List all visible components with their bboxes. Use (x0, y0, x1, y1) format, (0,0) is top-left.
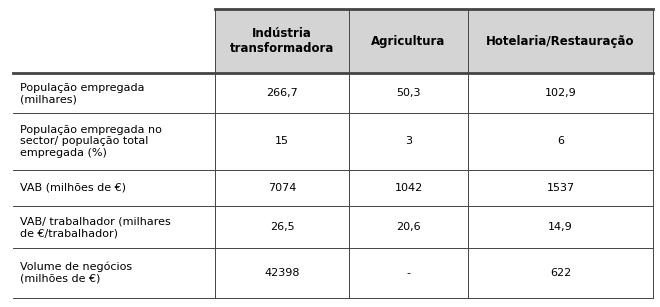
Bar (13, 169, 215, 206)
Text: Hotelaria/Restauração: Hotelaria/Restauração (486, 35, 635, 48)
Bar (349, 206, 468, 248)
Text: 1042: 1042 (395, 183, 422, 193)
Bar (13, 248, 215, 298)
Bar (215, 9, 349, 73)
Text: -: - (407, 268, 411, 278)
Bar (215, 73, 349, 113)
Bar (468, 169, 653, 206)
Bar (215, 169, 349, 206)
Text: 50,3: 50,3 (396, 88, 421, 98)
Text: Agricultura: Agricultura (372, 35, 446, 48)
Text: Indústria
transformadora: Indústria transformadora (230, 27, 334, 55)
Text: 26,5: 26,5 (270, 222, 294, 232)
Bar (349, 9, 468, 73)
Bar (13, 206, 215, 248)
Text: População empregada no
sector/ população total
empregada (%): População empregada no sector/ população… (20, 125, 162, 158)
Text: VAB/ trabalhador (milhares
de €/trabalhador): VAB/ trabalhador (milhares de €/trabalha… (20, 216, 170, 238)
Text: VAB (milhões de €): VAB (milhões de €) (20, 183, 126, 193)
Text: 102,9: 102,9 (544, 88, 576, 98)
Text: 42398: 42398 (265, 268, 300, 278)
Bar (468, 73, 653, 113)
Bar (468, 9, 653, 73)
Bar (349, 169, 468, 206)
Bar (215, 113, 349, 169)
Bar (13, 73, 215, 113)
Text: 15: 15 (275, 137, 289, 146)
Bar (13, 113, 215, 169)
Bar (215, 206, 349, 248)
Bar (13, 9, 215, 73)
Bar (468, 206, 653, 248)
Text: 6: 6 (557, 137, 564, 146)
Bar (349, 113, 468, 169)
Bar (468, 113, 653, 169)
Text: População empregada
(milhares): População empregada (milhares) (20, 83, 145, 104)
Text: Volume de negócios
(milhões de €): Volume de negócios (milhões de €) (20, 262, 132, 284)
Bar (215, 248, 349, 298)
Text: 1537: 1537 (546, 183, 575, 193)
Text: 20,6: 20,6 (396, 222, 421, 232)
Bar (349, 73, 468, 113)
Bar (468, 248, 653, 298)
Text: 3: 3 (405, 137, 412, 146)
Text: 7074: 7074 (268, 183, 296, 193)
Text: 622: 622 (550, 268, 571, 278)
Bar (349, 248, 468, 298)
Text: 266,7: 266,7 (266, 88, 298, 98)
Text: 14,9: 14,9 (548, 222, 573, 232)
